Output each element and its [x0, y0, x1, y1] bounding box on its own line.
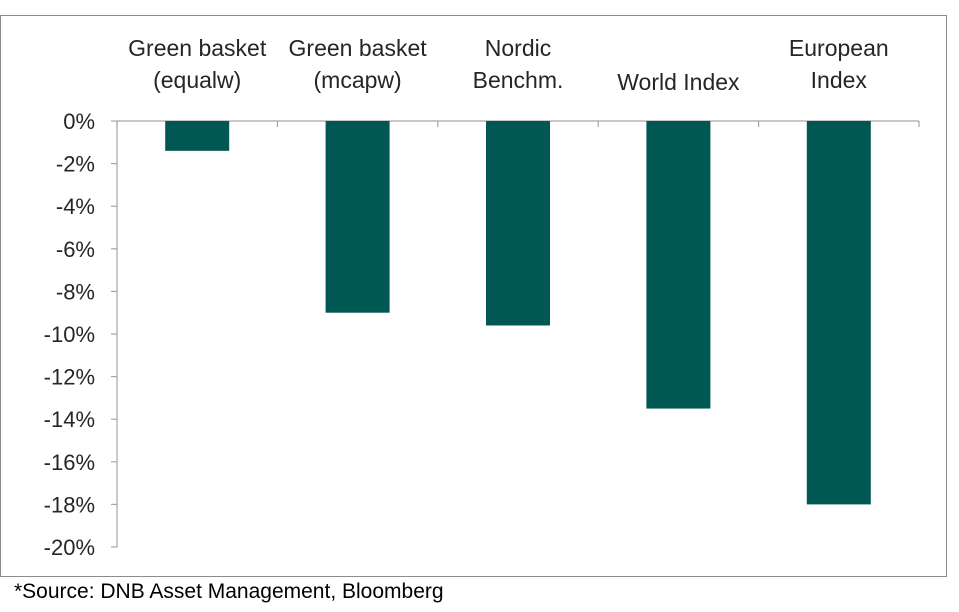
y-tick-label: 0% — [63, 109, 95, 134]
y-tick-label: -8% — [56, 279, 95, 304]
y-tick-label: -20% — [44, 535, 95, 560]
y-tick-label: -6% — [56, 237, 95, 262]
bar — [486, 121, 550, 326]
bars — [165, 121, 871, 505]
category-label: World Index — [617, 69, 740, 95]
bar — [325, 121, 390, 313]
category-label: Benchm. — [473, 67, 564, 93]
y-tick-label: -10% — [44, 322, 95, 347]
category-label: Nordic — [485, 35, 551, 61]
category-label: European — [789, 35, 889, 61]
bar — [165, 121, 230, 151]
y-tick-label: -18% — [44, 492, 95, 517]
category-label: (mcapw) — [314, 67, 402, 93]
category-label: (equalw) — [153, 67, 241, 93]
y-axis: 0% -2% -4% -6% -8% -10% -12% -14% -16% -18% -20% — [44, 109, 118, 560]
category-label: Green basket — [289, 35, 428, 61]
y-tick-label: -14% — [44, 407, 95, 432]
category-labels: Green basket (equalw) Green basket (mcapw) N… — [128, 35, 889, 95]
source-note: *Source: DNB Asset Management, Bloomberg — [14, 580, 444, 603]
y-tick-label: -12% — [44, 365, 95, 390]
bar — [806, 121, 871, 505]
y-tick-label: -4% — [56, 194, 95, 219]
y-tick-label: -16% — [44, 450, 95, 475]
y-tick-label: -2% — [56, 152, 95, 177]
bar — [646, 121, 711, 409]
category-label: Green basket — [128, 35, 267, 61]
chart-border — [0, 15, 947, 577]
category-label: Index — [811, 67, 868, 93]
